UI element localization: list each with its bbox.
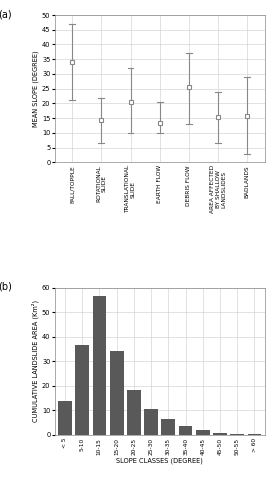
Bar bbox=[93, 296, 106, 435]
Bar bbox=[179, 426, 192, 435]
Text: (a): (a) bbox=[0, 9, 11, 19]
Bar bbox=[110, 352, 123, 435]
Bar bbox=[127, 390, 141, 435]
Text: (b): (b) bbox=[0, 282, 12, 292]
Bar bbox=[248, 434, 261, 435]
Y-axis label: MEAN SLOPE (DEGREE): MEAN SLOPE (DEGREE) bbox=[33, 50, 39, 127]
Bar bbox=[144, 409, 158, 435]
Bar bbox=[230, 434, 244, 435]
Bar bbox=[58, 400, 72, 435]
X-axis label: SLOPE CLASSES (DEGREE): SLOPE CLASSES (DEGREE) bbox=[116, 458, 203, 464]
Bar bbox=[75, 346, 89, 435]
Bar bbox=[196, 430, 210, 435]
Bar bbox=[161, 419, 175, 435]
Bar bbox=[213, 432, 227, 435]
Y-axis label: CUMULATIVE LANDSLIDE AREA (Km²): CUMULATIVE LANDSLIDE AREA (Km²) bbox=[32, 300, 39, 422]
